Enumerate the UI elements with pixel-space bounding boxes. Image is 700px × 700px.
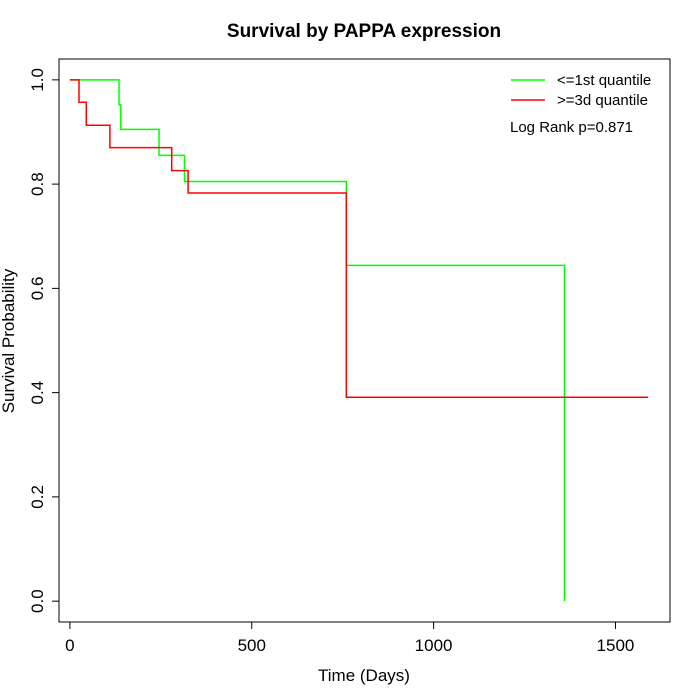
x-tick-label: 500 bbox=[238, 636, 266, 655]
y-tick-label: 1.0 bbox=[28, 68, 47, 92]
x-tick-label: 1500 bbox=[597, 636, 635, 655]
survival-curve-low-expression bbox=[69, 79, 566, 602]
y-axis: 0.0 0.2 0.4 0.6 0.8 1.0 bbox=[28, 68, 60, 613]
plot-frame bbox=[58, 58, 671, 623]
y-tick-label: 0.0 bbox=[28, 589, 47, 613]
y-axis-label: Survival Probability bbox=[0, 268, 18, 413]
survival-curve-high-expression bbox=[69, 79, 649, 399]
series-layer bbox=[69, 79, 649, 602]
x-tick-label: 1000 bbox=[415, 636, 453, 655]
x-tick-label: 0 bbox=[65, 636, 74, 655]
y-tick-label: 0.6 bbox=[28, 277, 47, 301]
x-axis: 0 500 1000 1500 bbox=[65, 621, 635, 655]
y-tick-label: 0.2 bbox=[28, 485, 47, 509]
legend-label-low: <=1st quantile bbox=[557, 72, 651, 89]
legend-label-high: >=3d quantile bbox=[557, 92, 648, 109]
logrank-annotation: Log Rank p=0.871 bbox=[510, 119, 633, 136]
y-tick-label: 0.8 bbox=[28, 172, 47, 196]
chart-title: Survival by PAPPA expression bbox=[227, 21, 501, 42]
y-tick-label: 0.4 bbox=[28, 381, 47, 405]
x-axis-label: Time (Days) bbox=[318, 666, 410, 685]
legend: <=1st quantile >=3d quantile Log Rank p=… bbox=[510, 72, 651, 136]
